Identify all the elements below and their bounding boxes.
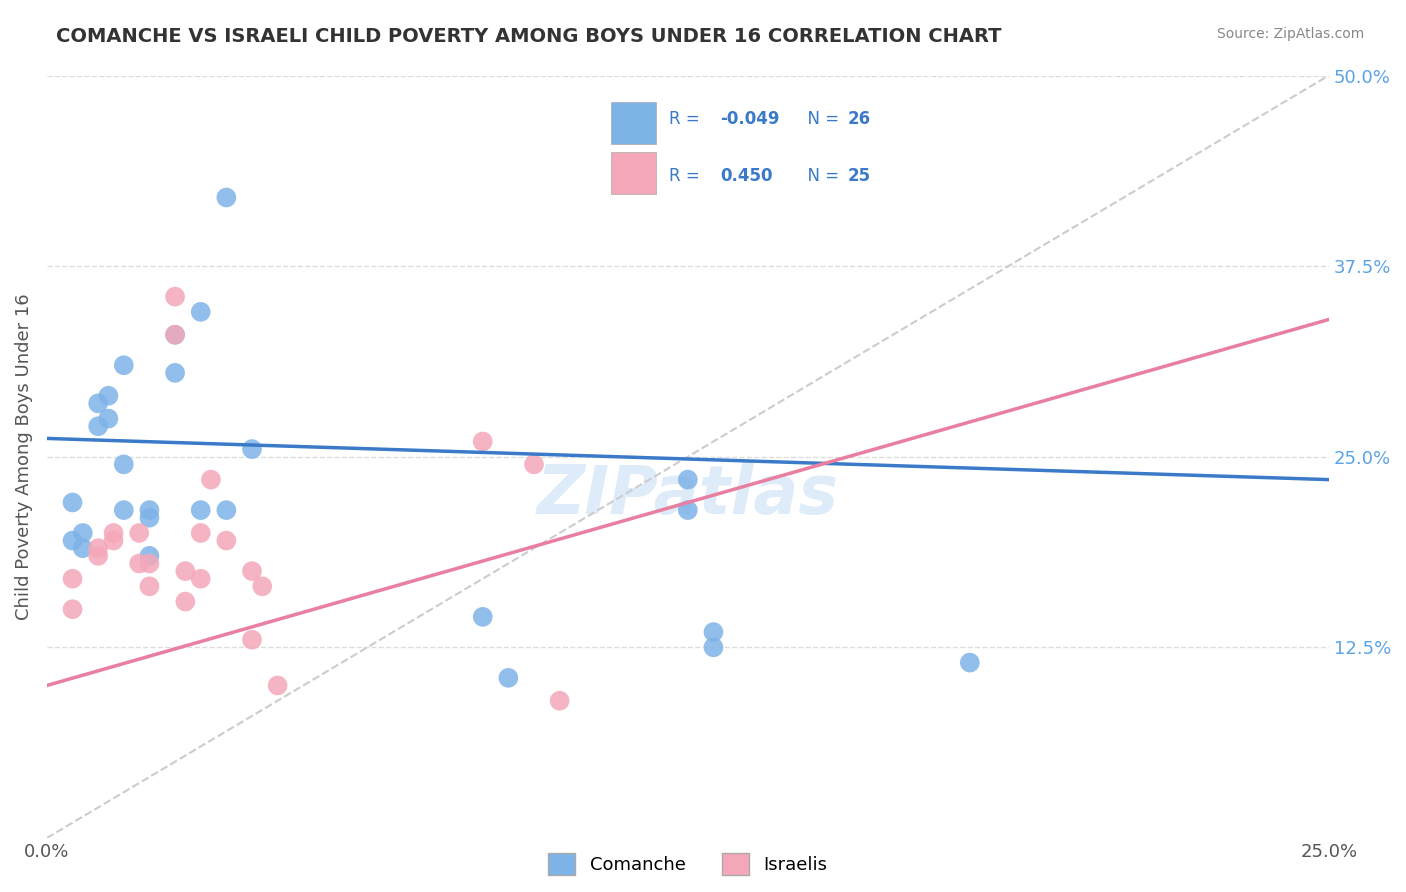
Point <box>240 564 263 578</box>
Point <box>215 503 238 517</box>
Point <box>676 473 699 487</box>
Point <box>215 533 238 548</box>
Point <box>200 473 222 487</box>
Point <box>676 503 699 517</box>
Point <box>62 602 84 616</box>
Point <box>138 579 160 593</box>
Text: 0.450: 0.450 <box>720 167 772 185</box>
Point <box>97 411 120 425</box>
Point <box>72 526 94 541</box>
Point <box>87 541 110 556</box>
Point <box>87 549 110 563</box>
Point <box>190 305 212 319</box>
Point <box>72 541 94 556</box>
Point <box>266 678 288 692</box>
Point <box>523 458 546 472</box>
Text: -0.049: -0.049 <box>720 110 779 128</box>
Point <box>190 503 212 517</box>
Point <box>190 572 212 586</box>
FancyBboxPatch shape <box>612 103 655 145</box>
Text: 26: 26 <box>848 110 872 128</box>
Point <box>87 419 110 434</box>
Point <box>128 557 150 571</box>
Point <box>471 610 494 624</box>
Text: N =: N = <box>797 110 844 128</box>
Point <box>62 495 84 509</box>
Point <box>97 389 120 403</box>
Y-axis label: Child Poverty Among Boys Under 16: Child Poverty Among Boys Under 16 <box>15 293 32 620</box>
Point <box>103 533 125 548</box>
Point <box>138 503 160 517</box>
Point <box>103 526 125 541</box>
Point <box>138 510 160 524</box>
FancyBboxPatch shape <box>612 152 655 194</box>
Text: R =: R = <box>669 110 704 128</box>
Point <box>128 526 150 541</box>
Point <box>959 656 981 670</box>
Point <box>165 327 187 342</box>
Text: ZIPatlas: ZIPatlas <box>537 462 839 528</box>
Point <box>165 327 187 342</box>
Point <box>240 442 263 456</box>
Point <box>165 290 187 304</box>
Text: N =: N = <box>797 167 844 185</box>
Text: R =: R = <box>669 167 704 185</box>
Point <box>87 396 110 410</box>
Text: Source: ZipAtlas.com: Source: ZipAtlas.com <box>1216 27 1364 41</box>
Point <box>165 366 187 380</box>
Point <box>62 572 84 586</box>
Point <box>498 671 520 685</box>
Point <box>138 557 160 571</box>
Point <box>62 533 84 548</box>
Point <box>174 594 197 608</box>
Point <box>174 564 197 578</box>
Point <box>702 625 724 640</box>
Point <box>240 632 263 647</box>
Text: COMANCHE VS ISRAELI CHILD POVERTY AMONG BOYS UNDER 16 CORRELATION CHART: COMANCHE VS ISRAELI CHILD POVERTY AMONG … <box>56 27 1001 45</box>
Point <box>252 579 274 593</box>
Point <box>471 434 494 449</box>
Legend: Comanche, Israelis: Comanche, Israelis <box>541 846 835 882</box>
Point <box>112 358 135 372</box>
Point <box>112 458 135 472</box>
Point <box>215 190 238 204</box>
Point <box>548 694 571 708</box>
Point <box>190 526 212 541</box>
Point <box>702 640 724 655</box>
Point <box>112 503 135 517</box>
Text: 25: 25 <box>848 167 872 185</box>
Point <box>138 549 160 563</box>
